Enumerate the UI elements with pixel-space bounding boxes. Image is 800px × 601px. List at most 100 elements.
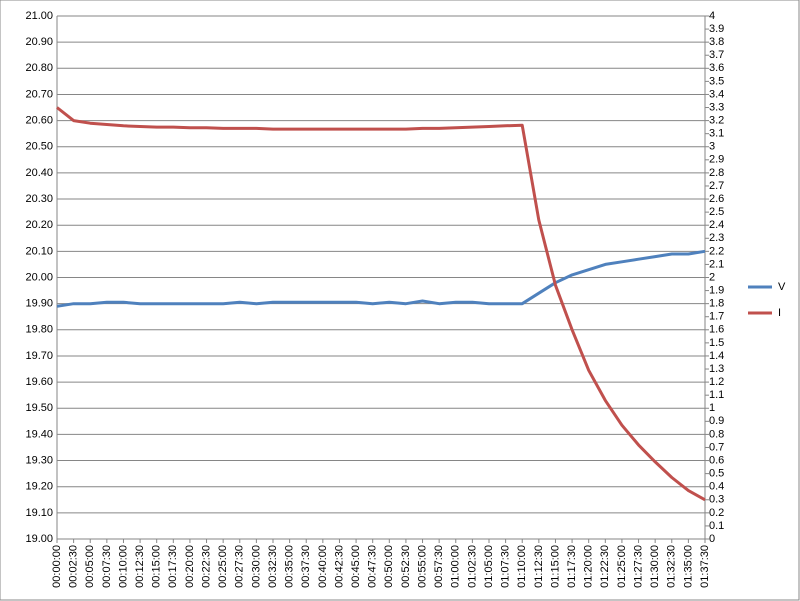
y-tick-label: 20.50 [25, 141, 53, 153]
y2-tick-label: 0.8 [709, 428, 724, 440]
y-tick-label: 19.10 [25, 507, 53, 519]
y-tick-label: 20.90 [25, 36, 53, 48]
y2-tick-label: 3.7 [709, 49, 724, 61]
x-tick-label: 01:00:00 [450, 545, 462, 588]
x-tick-label: 01:05:00 [483, 545, 495, 588]
y2-tick-label: 3 [709, 141, 715, 153]
x-tick-label: 00:25:00 [217, 545, 229, 588]
y2-tick-label: 3.3 [709, 101, 724, 113]
x-tick-label: 00:30:00 [250, 545, 262, 588]
y2-tick-label: 3.4 [709, 88, 724, 100]
x-tick-label: 01:12:30 [533, 545, 545, 588]
x-tick-label: 00:22:30 [200, 545, 212, 588]
x-tick-label: 01:10:00 [516, 545, 528, 588]
x-tick-label: 01:35:00 [682, 545, 694, 588]
y-tick-label: 20.40 [25, 167, 53, 179]
y2-tick-label: 2.9 [709, 154, 724, 166]
x-tick-label: 00:00:00 [51, 545, 63, 588]
x-tick-label: 00:35:00 [284, 545, 296, 588]
y-tick-label: 19.30 [25, 454, 53, 466]
y2-tick-label: 2.8 [709, 167, 724, 179]
y-tick-label: 19.70 [25, 350, 53, 362]
y2-tick-label: 2.1 [709, 258, 724, 270]
y2-tick-label: 0 [709, 533, 715, 545]
x-tick-label: 00:20:00 [184, 545, 196, 588]
y2-tick-label: 1.2 [709, 376, 724, 388]
x-tick-label: 00:17:30 [167, 545, 179, 588]
x-tick-label: 00:52:30 [400, 545, 412, 588]
y-tick-label: 20.00 [25, 271, 53, 283]
y-tick-label: 20.80 [25, 62, 53, 74]
y2-tick-label: 2.6 [709, 193, 724, 205]
legend-label: V [778, 281, 786, 293]
x-tick-label: 01:27:30 [632, 545, 644, 588]
y2-tick-label: 0.7 [709, 441, 724, 453]
x-tick-label: 01:17:30 [566, 545, 578, 588]
x-tick-label: 00:15:00 [151, 545, 163, 588]
y-tick-label: 19.40 [25, 428, 53, 440]
y2-tick-label: 1.9 [709, 284, 724, 296]
y2-tick-label: 3.5 [709, 75, 724, 87]
x-tick-label: 00:55:00 [416, 545, 428, 588]
y2-tick-label: 0.6 [709, 454, 724, 466]
legend-label: I [778, 307, 781, 319]
x-tick-label: 00:05:00 [84, 545, 96, 588]
x-tick-label: 01:02:30 [466, 545, 478, 588]
y-tick-label: 19.00 [25, 533, 53, 545]
y-tick-label: 19.90 [25, 298, 53, 310]
x-tick-label: 00:12:30 [134, 545, 146, 588]
y2-tick-label: 2.3 [709, 232, 724, 244]
x-tick-label: 01:30:00 [649, 545, 661, 588]
y2-tick-label: 0.2 [709, 507, 724, 519]
x-tick-label: 00:47:30 [367, 545, 379, 588]
series-line [56, 249, 706, 308]
y2-tick-label: 0.9 [709, 415, 724, 427]
y2-tick-label: 1 [709, 402, 715, 414]
y-tick-label: 20.60 [25, 115, 53, 127]
y2-tick-label: 0.5 [709, 468, 724, 480]
y-tick-label: 20.70 [25, 88, 53, 100]
x-tick-label: 01:37:30 [699, 545, 711, 588]
y2-tick-label: 4 [709, 10, 715, 22]
x-tick-label: 01:07:30 [500, 545, 512, 588]
x-tick-label: 00:37:30 [300, 545, 312, 588]
x-tick-label: 01:20:00 [583, 545, 595, 588]
y2-tick-label: 1.7 [709, 311, 724, 323]
y2-tick-label: 1.5 [709, 337, 724, 349]
y2-tick-label: 1.6 [709, 324, 724, 336]
x-tick-label: 01:32:30 [666, 545, 678, 588]
y-tick-label: 19.60 [25, 376, 53, 388]
y-tick-label: 20.30 [25, 193, 53, 205]
y2-tick-label: 3.9 [709, 23, 724, 35]
y2-tick-label: 3.6 [709, 62, 724, 74]
y2-tick-label: 1.1 [709, 389, 724, 401]
x-tick-label: 01:15:00 [549, 545, 561, 588]
x-tick-label: 00:07:30 [101, 545, 113, 588]
y2-tick-label: 2.5 [709, 206, 724, 218]
x-tick-label: 00:32:30 [267, 545, 279, 588]
y2-tick-label: 3.1 [709, 128, 724, 140]
y-tick-label: 21.00 [25, 10, 53, 22]
x-tick-label: 00:27:30 [234, 545, 246, 588]
x-tick-label: 00:50:00 [383, 545, 395, 588]
y-tick-label: 20.10 [25, 245, 53, 257]
y2-tick-label: 3.8 [709, 36, 724, 48]
y2-tick-label: 2.7 [709, 180, 724, 192]
y2-tick-label: 0.4 [709, 481, 724, 493]
y2-tick-label: 0.3 [709, 494, 724, 506]
x-tick-label: 00:42:30 [333, 545, 345, 588]
y2-tick-label: 1.4 [709, 350, 724, 362]
y2-tick-label: 2.2 [709, 245, 724, 257]
y2-tick-label: 2 [709, 271, 715, 283]
x-tick-label: 01:22:30 [599, 545, 611, 588]
x-tick-label: 00:40:00 [317, 545, 329, 588]
y-tick-label: 19.50 [25, 402, 53, 414]
y2-tick-label: 1.8 [709, 298, 724, 310]
y2-tick-label: 1.3 [709, 363, 724, 375]
x-tick-label: 00:45:00 [350, 545, 362, 588]
x-tick-label: 01:25:00 [616, 545, 628, 588]
y-tick-label: 19.80 [25, 324, 53, 336]
y2-tick-label: 2.4 [709, 219, 724, 231]
